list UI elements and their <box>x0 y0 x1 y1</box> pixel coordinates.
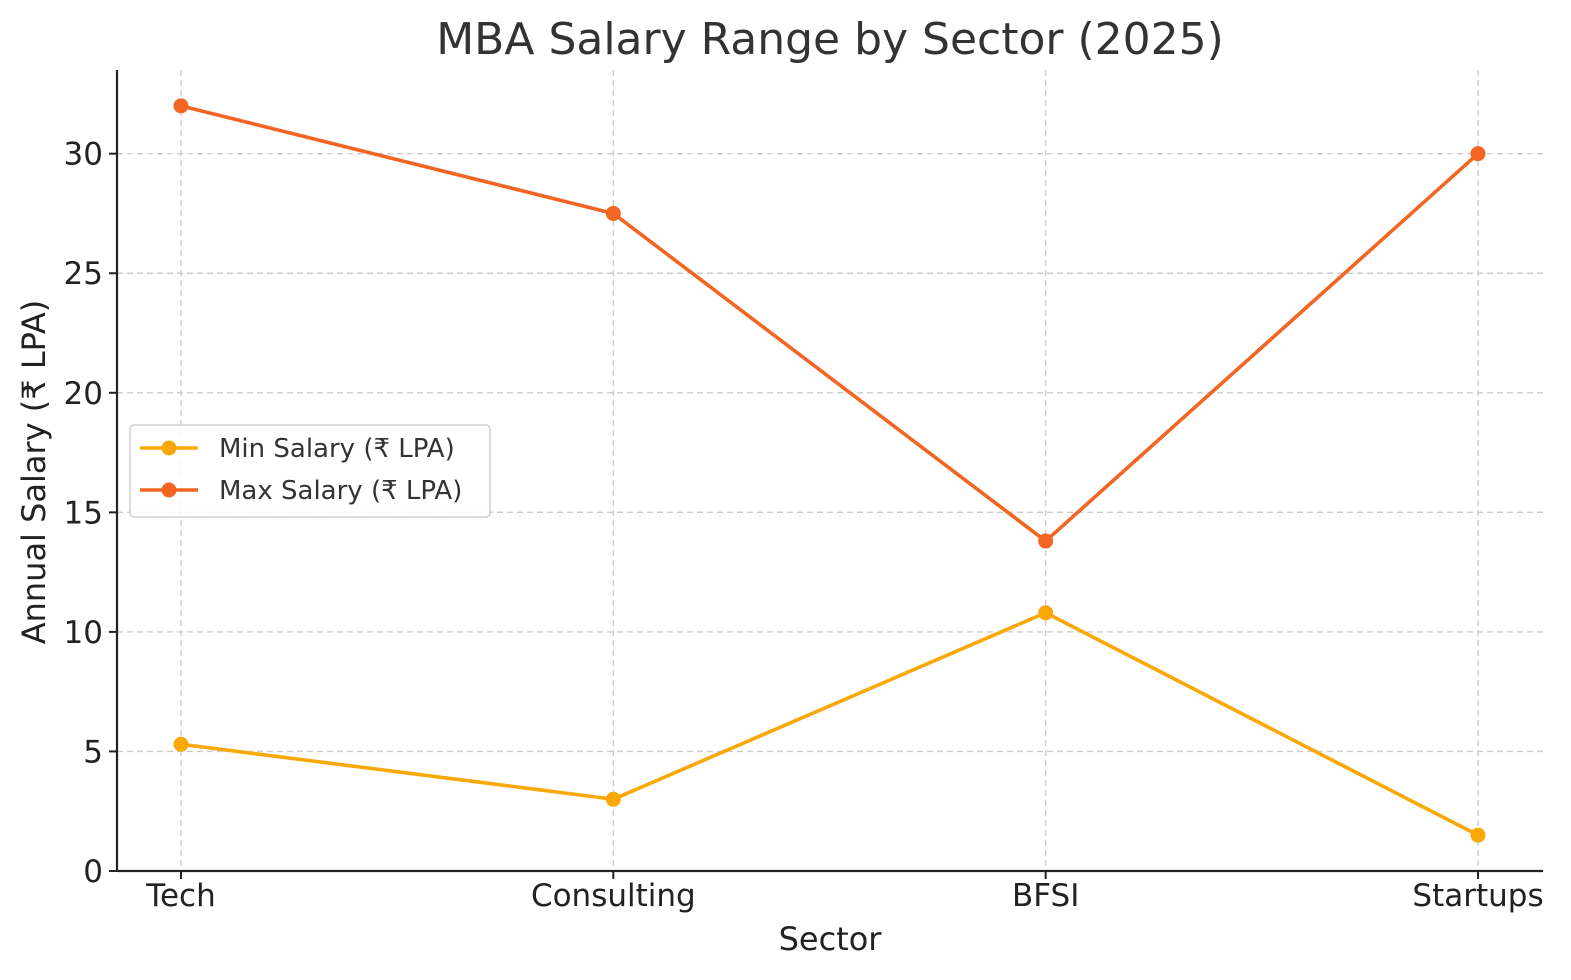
max-salary-point <box>173 98 189 114</box>
y-tick-label: 5 <box>83 734 103 770</box>
min-salary-series <box>173 605 1486 843</box>
x-tick-label: Tech <box>145 878 215 914</box>
legend-item-min-salary: Min Salary (₹ LPA) <box>140 434 455 464</box>
legend-label: Min Salary (₹ LPA) <box>219 434 455 464</box>
y-axis-label: Annual Salary (₹ LPA) <box>15 300 53 645</box>
x-tick-label: Startups <box>1412 878 1543 914</box>
y-tick-label: 30 <box>64 137 103 173</box>
min-salary-point <box>605 791 621 807</box>
grid <box>117 70 1543 871</box>
y-tick-label: 0 <box>83 854 103 890</box>
y-tick-label: 10 <box>64 615 103 651</box>
legend-box <box>129 424 491 518</box>
max-salary-point <box>1038 533 1054 549</box>
max-salary-line <box>179 104 1480 543</box>
legend-swatch-marker <box>161 482 177 498</box>
y-tick-label: 20 <box>64 376 103 412</box>
max-salary-point <box>605 205 621 221</box>
y-tick-label: 15 <box>64 495 103 531</box>
y-tick-label: 25 <box>64 256 103 292</box>
min-salary-point <box>173 736 189 752</box>
min-salary-point <box>1038 605 1054 621</box>
min-salary-line <box>179 610 1480 837</box>
max-salary-point <box>1470 146 1486 162</box>
max-salary-series <box>173 98 1486 549</box>
x-tick-label: BFSI <box>1012 878 1079 914</box>
legend: Min Salary (₹ LPA) Max Salary (₹ LPA) <box>129 424 491 518</box>
x-axis-label: Sector <box>779 920 883 958</box>
axes: 0 5 10 15 20 25 30 Tech Consulting BFSI Startups <box>64 70 1544 914</box>
legend-item-max-salary: Max Salary (₹ LPA) <box>140 476 462 506</box>
min-salary-point <box>1470 827 1486 843</box>
x-tick-label: Consulting <box>531 878 696 914</box>
legend-label: Max Salary (₹ LPA) <box>219 476 462 506</box>
chart-title: MBA Salary Range by Sector (2025) <box>436 14 1224 65</box>
series-group <box>173 98 1486 843</box>
legend-swatch-marker <box>161 440 177 456</box>
